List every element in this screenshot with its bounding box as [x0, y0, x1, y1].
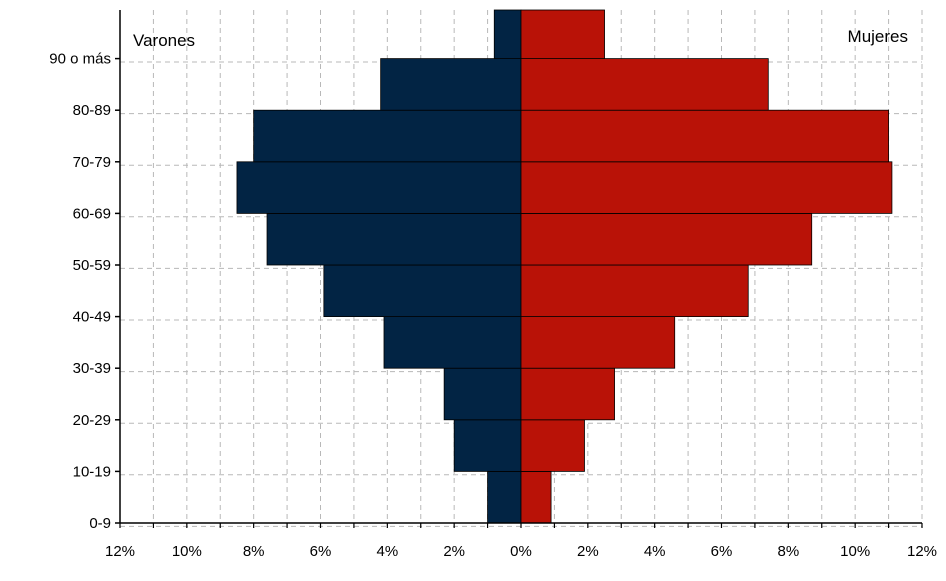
- bar-mujeres: [520, 212, 813, 266]
- bar-mujeres: [520, 367, 615, 421]
- bar-varones: [266, 212, 522, 266]
- y-tick-label: 50-59: [73, 257, 111, 274]
- side-label-mujeres: Mujeres: [848, 27, 908, 46]
- y-tick-label: 60-69: [73, 205, 111, 222]
- bar-mujeres: [520, 419, 585, 472]
- bar-varones: [383, 316, 522, 369]
- y-tick-label: 80-89: [73, 102, 111, 119]
- y-tick-labels: 0-9 10-19 20-29 30-39 40-49 50-59 60-69 70-79 80…: [49, 51, 111, 532]
- x-tick-label: 2%: [443, 543, 465, 560]
- x-tick-label: 8%: [243, 543, 265, 560]
- x-tick-labels: 12% 10% 8% 6% 4% 2% 0% 2% 4% 6% 8% 10% 12%: [105, 543, 937, 560]
- axes: [115, 10, 923, 528]
- y-tick-label: 40-49: [73, 309, 111, 326]
- bar-varones: [487, 470, 522, 524]
- y-tick-label: 90 o más: [49, 51, 111, 68]
- x-tick-label: 10%: [172, 543, 202, 560]
- x-tick-label: 12%: [907, 543, 937, 560]
- x-tick-label: 8%: [777, 543, 799, 560]
- x-tick-label: 6%: [310, 543, 332, 560]
- bar-varones: [453, 419, 522, 472]
- bar-varones: [493, 9, 522, 59]
- bar-mujeres: [520, 161, 893, 214]
- x-tick-label: 10%: [840, 543, 870, 560]
- y-tick-label: 70-79: [73, 154, 111, 171]
- x-tick-label: 4%: [644, 543, 666, 560]
- side-label-varones: Varones: [133, 31, 195, 50]
- bar-mujeres: [520, 470, 552, 524]
- x-tick-label: 0%: [510, 543, 532, 560]
- bar-mujeres: [520, 109, 889, 163]
- bar-varones: [253, 109, 522, 163]
- bar-mujeres: [520, 316, 676, 369]
- bar-mujeres: [520, 264, 749, 317]
- bars: [236, 9, 893, 524]
- y-tick-label: 20-29: [73, 412, 111, 429]
- y-tick-label: 10-19: [73, 463, 111, 480]
- bar-varones: [323, 264, 522, 317]
- x-tick-label: 12%: [105, 543, 135, 560]
- x-tick-label: 6%: [711, 543, 733, 560]
- y-tick-label: 30-39: [73, 360, 111, 377]
- bar-varones: [380, 58, 522, 111]
- bar-varones: [443, 367, 522, 421]
- y-tick-label: 0-9: [89, 515, 111, 532]
- bar-varones: [236, 161, 522, 214]
- x-tick-label: 4%: [376, 543, 398, 560]
- bar-mujeres: [520, 58, 769, 111]
- bar-mujeres: [520, 9, 605, 59]
- x-tick-label: 2%: [577, 543, 599, 560]
